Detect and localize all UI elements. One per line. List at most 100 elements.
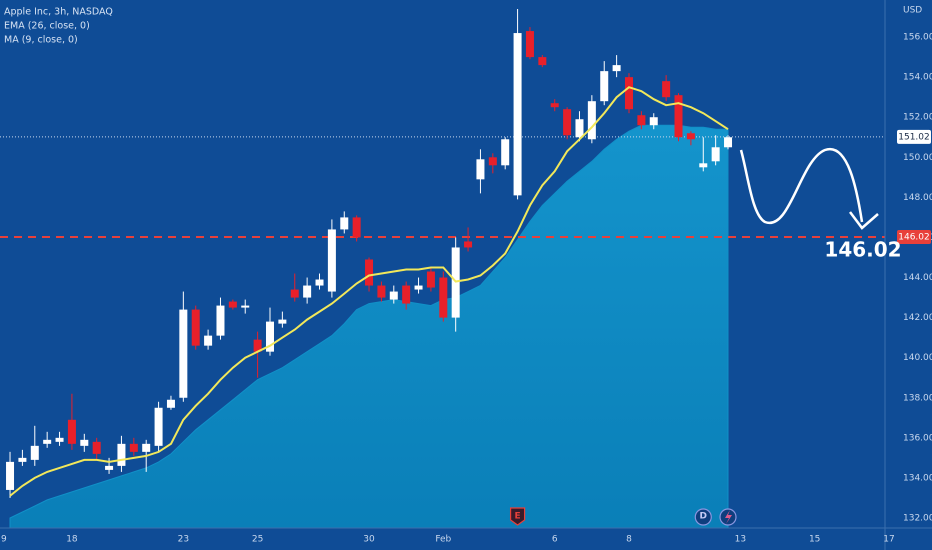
- event-label: D: [700, 512, 707, 522]
- dividend-lightning-icon: [719, 508, 737, 526]
- candle-body: [637, 115, 646, 126]
- candle-body: [699, 163, 708, 168]
- x-tick-label: 23: [178, 535, 189, 545]
- candle-body: [513, 33, 522, 196]
- candle-body: [563, 109, 572, 136]
- candle-body: [67, 419, 76, 444]
- y-tick-label: 132.00: [903, 513, 932, 523]
- candle-body: [352, 217, 361, 238]
- event-label: E: [515, 512, 521, 522]
- candle-body: [674, 95, 683, 138]
- x-tick-label: 17: [883, 535, 894, 545]
- legend-entry: EMA (26, close, 0): [4, 21, 90, 32]
- candle-body: [662, 81, 671, 98]
- dividend-icon: [694, 508, 712, 526]
- candle-body: [278, 319, 287, 324]
- price-label: 151.02: [898, 132, 930, 142]
- candle-body: [253, 339, 262, 352]
- candle-body: [711, 147, 720, 162]
- y-tick-label: 138.00: [903, 393, 932, 403]
- candle-body: [451, 247, 460, 318]
- candle-body: [216, 305, 225, 336]
- candle-body: [649, 117, 658, 126]
- candle-body: [426, 271, 435, 288]
- candle-body: [179, 309, 188, 398]
- candle-body: [587, 101, 596, 140]
- candle-body: [80, 439, 89, 446]
- y-tick-label: 140.00: [903, 353, 932, 363]
- candle-body: [365, 259, 374, 286]
- y-axis-label: USD: [903, 6, 922, 16]
- ma-area: [9, 124, 729, 529]
- candle-body: [439, 277, 448, 318]
- price-label: 146.02: [898, 233, 930, 243]
- candle-body: [265, 321, 274, 352]
- candle-body: [538, 57, 547, 66]
- y-tick-label: 136.00: [903, 433, 932, 443]
- candle-body: [389, 291, 398, 300]
- candle-body: [402, 285, 411, 304]
- x-tick-label: Feb: [435, 535, 451, 545]
- candle-body: [501, 139, 510, 166]
- x-tick-label: 8: [626, 535, 632, 545]
- y-tick-label: 142.00: [903, 313, 932, 323]
- candle-body: [129, 443, 138, 452]
- candle-body: [117, 443, 126, 466]
- price-label-box: [897, 129, 931, 144]
- candle-body: [724, 137, 733, 148]
- y-tick-label: 156.00: [903, 33, 932, 43]
- x-tick-label: 9: [1, 535, 7, 545]
- x-tick-label: 25: [252, 535, 263, 545]
- candle-body: [228, 301, 237, 308]
- candle-body: [105, 465, 114, 470]
- x-tick-label: 15: [809, 535, 820, 545]
- candle-body: [327, 229, 336, 292]
- plot-area: [0, 9, 885, 529]
- candle-body: [154, 407, 163, 446]
- price-label-box: [897, 230, 931, 245]
- candle-body: [612, 65, 621, 72]
- candle-body: [30, 445, 39, 460]
- y-tick-label: 144.00: [903, 273, 932, 283]
- candle-body: [315, 279, 324, 286]
- x-tick-label: 18: [66, 535, 78, 545]
- candle-body: [303, 285, 312, 298]
- candle-body: [290, 289, 299, 298]
- candle-body: [92, 441, 101, 454]
- candle-body: [166, 399, 175, 408]
- candle-body: [241, 305, 250, 308]
- candle-body: [476, 159, 485, 180]
- candle-body: [6, 461, 15, 490]
- candle-body: [550, 103, 559, 108]
- candle-body: [624, 77, 633, 110]
- legend-entry: MA (9, close, 0): [4, 35, 78, 46]
- candle-body: [414, 285, 423, 290]
- candle-body: [600, 71, 609, 102]
- x-tick-label: 6: [552, 535, 558, 545]
- candle-body: [686, 133, 695, 140]
- y-tick-label: 154.00: [903, 73, 932, 83]
- y-tick-label: 134.00: [903, 473, 932, 483]
- target-label: 146.02: [824, 238, 901, 262]
- y-tick-label: 152.00: [903, 113, 932, 123]
- x-tick-label: 30: [363, 535, 375, 545]
- earnings-icon: [509, 507, 526, 526]
- forecast-arrowhead: [849, 211, 879, 230]
- candle-body: [43, 439, 52, 444]
- y-tick-label: 150.00: [903, 153, 932, 163]
- candle-body: [488, 157, 497, 166]
- candle-body: [55, 437, 64, 442]
- forecast-arrow: [739, 147, 864, 225]
- candle-body: [464, 241, 473, 248]
- ema-line: [9, 86, 729, 497]
- x-tick-label: 13: [735, 535, 746, 545]
- candle-body: [18, 457, 27, 462]
- candle-body: [575, 119, 584, 138]
- candle-body: [377, 285, 386, 298]
- candle-body: [525, 31, 534, 58]
- candle-body: [142, 443, 151, 452]
- candle-body: [191, 309, 200, 346]
- candle-body: [340, 217, 349, 230]
- chart-title: Apple Inc, 3h, NASDAQ: [4, 7, 113, 18]
